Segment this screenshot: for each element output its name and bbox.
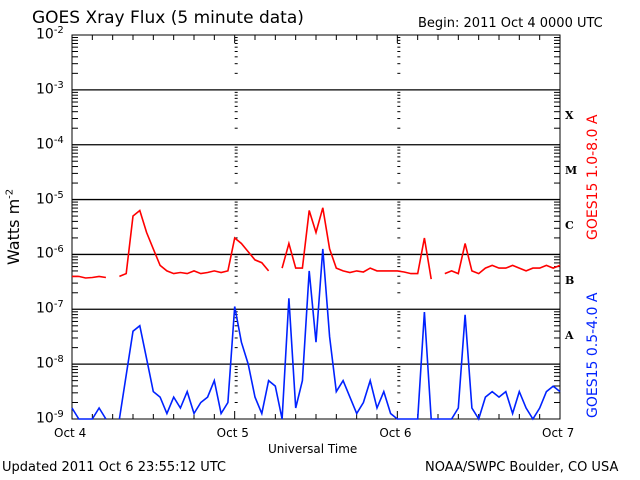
y-tick-exp: -5 [53,189,64,201]
y-tick-label: 10-5 [36,190,64,208]
begin-label: Begin: 2011 Oct 4 0000 UTC [418,16,603,31]
series-line-long [72,275,107,279]
x-axis-label: Universal Time [268,442,358,456]
x-tick-label: Oct 4 [54,426,87,440]
y-tick-exp: -7 [53,299,64,311]
y-tick-base: 10 [36,26,54,43]
series-line-short [118,248,561,421]
x-tick-label: Oct 5 [216,426,249,440]
y-tick-label: 10-3 [36,80,64,98]
flare-class-label: C [565,219,574,232]
y-tick-label: 10-4 [36,135,64,153]
y-tick-label: 10-2 [36,25,64,43]
y-axis-label-exp: -2 [4,188,16,199]
flare-class-label: M [565,164,578,178]
legend-long: GOES15 1.0-8.0 A [585,114,601,240]
series-line-long [281,207,432,280]
y-tick-base: 10 [36,191,54,208]
y-tick-base: 10 [36,300,54,317]
y-tick-base: 10 [36,81,54,98]
source-label: NOAA/SWPC Boulder, CO USA [425,460,619,475]
flare-class-label: B [565,273,575,287]
y-tick-exp: -8 [53,354,64,366]
y-tick-exp: -9 [53,409,64,420]
y-tick-exp: -6 [53,244,64,256]
y-tick-label: 10-9 [36,409,64,427]
y-tick-base: 10 [36,136,54,153]
flare-class-label: X [565,109,574,123]
flare-class-label: A [565,328,574,342]
y-tick-label: 10-7 [36,299,64,317]
y-tick-base: 10 [36,355,54,372]
y-axis-label-text: Watts m [4,198,23,265]
y-tick-exp: -4 [53,134,64,146]
x-tick-label: Oct 6 [379,426,412,440]
y-tick-base: 10 [36,246,54,263]
y-tick-exp: -3 [53,79,64,91]
series-line-short [71,406,107,420]
y-axis-label: Watts m-2 [4,189,23,265]
legend-short: GOES15 0.5-4.0 A [585,292,601,418]
y-tick-label: 10-8 [36,354,64,372]
y-tick-label: 10-6 [36,244,64,262]
x-tick-label: Oct 7 [542,426,575,440]
updated-label: Updated 2011 Oct 6 23:55:12 UTC [2,460,226,475]
chart-title: GOES Xray Flux (5 minute data) [32,8,304,28]
series-line-long [119,209,270,278]
y-tick-base: 10 [36,410,54,427]
series-line-long [444,243,561,275]
y-tick-exp: -2 [53,25,64,36]
